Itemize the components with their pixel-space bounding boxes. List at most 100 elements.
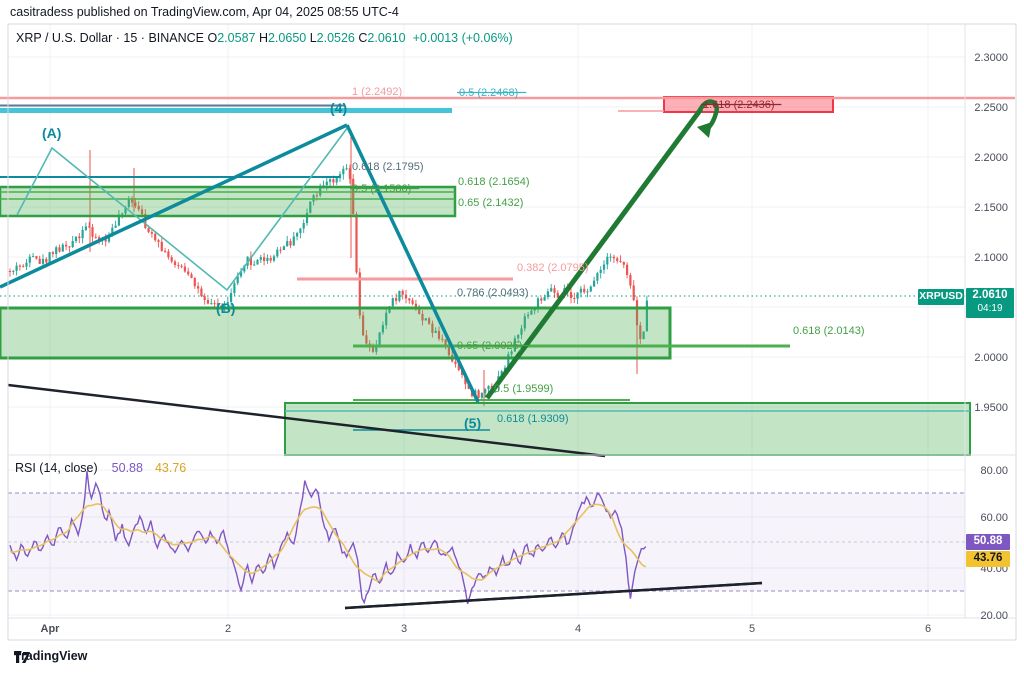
- candle-body: [391, 298, 394, 307]
- candle-body: [121, 213, 124, 215]
- drawing-box: [0, 306, 672, 360]
- tradingview-logo-text: TradingView: [14, 649, 88, 663]
- candle-body: [197, 286, 200, 289]
- price-axis-tick: 2.1000: [974, 252, 1008, 264]
- candle-body: [487, 385, 490, 390]
- candle-body: [583, 288, 586, 293]
- tradingview-logo[interactable]: TradingView: [14, 649, 87, 663]
- candle-body: [8, 271, 12, 272]
- candle-body: [381, 325, 384, 333]
- candle-body: [41, 258, 45, 264]
- candle-body: [553, 288, 556, 293]
- trendline: [7, 383, 606, 458]
- candle-body: [206, 300, 210, 304]
- candle-body: [593, 280, 596, 287]
- candle-body: [322, 185, 325, 187]
- candle-body: [302, 223, 305, 229]
- candle-body: [259, 257, 262, 260]
- candle-body: [345, 168, 348, 170]
- candle-body: [418, 308, 421, 314]
- candle-body: [107, 235, 111, 242]
- rsi-value: 50.88: [111, 461, 143, 475]
- candle-body: [249, 256, 252, 266]
- candle-body: [32, 256, 35, 258]
- candle-body: [342, 168, 345, 175]
- fib-label: 0.618 (2.1795): [352, 161, 424, 173]
- candle-body: [329, 179, 332, 182]
- candle-body: [447, 345, 450, 356]
- fib-label: 0.618 (2.0143): [793, 325, 865, 337]
- time-axis-tick: 4: [575, 623, 581, 635]
- candle-body: [523, 316, 526, 329]
- trendline: [345, 124, 480, 403]
- candle-body: [395, 298, 398, 301]
- publish-credit: casitradess published on TradingView.com…: [10, 5, 399, 19]
- candle-body: [137, 205, 140, 210]
- candle-body: [81, 229, 84, 239]
- time-axis-tick: 2: [225, 623, 231, 635]
- candle-body: [477, 390, 480, 398]
- candle-body: [35, 256, 38, 259]
- candle-body: [150, 232, 153, 234]
- candle-body: [200, 288, 203, 297]
- candle-body: [38, 258, 41, 264]
- candle-body: [71, 241, 74, 248]
- candle-body: [239, 271, 243, 277]
- fib-label: 0.618 (1.9309): [497, 413, 569, 425]
- wave-label: (B): [216, 300, 235, 316]
- price-axis-tick: 2.2500: [974, 102, 1008, 114]
- candle-body: [642, 331, 645, 340]
- bar-countdown: 04:19: [977, 303, 1003, 314]
- candle-body: [286, 241, 289, 247]
- candle-body: [243, 265, 246, 272]
- candle-body: [58, 247, 61, 252]
- candle-body: [358, 272, 361, 316]
- rsi-axis-tick: 20.00: [980, 610, 1008, 622]
- candle-body: [226, 302, 229, 304]
- candle-body: [464, 374, 467, 385]
- candle-body: [609, 256, 612, 258]
- candle-body: [431, 323, 434, 333]
- candle-body: [543, 297, 546, 301]
- candle-body: [596, 273, 599, 281]
- candle-body: [253, 264, 256, 266]
- open-value: 2.0587: [217, 31, 256, 45]
- candle-body: [117, 214, 120, 226]
- candle-body: [586, 291, 589, 293]
- candle-body: [154, 233, 157, 241]
- candle-body: [94, 236, 97, 238]
- candle-body: [434, 330, 437, 333]
- candle-body: [45, 258, 48, 263]
- candle-body: [190, 274, 193, 278]
- candle-body: [421, 313, 424, 321]
- candle-body: [401, 290, 404, 295]
- candle-body: [74, 236, 78, 242]
- symbol-title: XRP / U.S. Dollar · 15 · BINANCE: [16, 31, 205, 45]
- candle-body: [536, 298, 540, 309]
- wave-label: (4): [330, 100, 347, 116]
- candle-body: [626, 264, 629, 275]
- candle-body: [48, 252, 51, 263]
- candle-body: [84, 226, 87, 230]
- candle-body: [216, 303, 219, 306]
- candle-body: [319, 185, 322, 196]
- rsi-axis-tick: 60.00: [980, 512, 1008, 524]
- rsi-axis-tick: 80.00: [980, 465, 1008, 477]
- close-label: C: [358, 31, 368, 45]
- candle-body: [210, 303, 213, 305]
- candle-body: [352, 178, 355, 215]
- candle-body: [424, 318, 427, 321]
- time-axis-tick: Apr: [41, 623, 61, 635]
- candle-body: [616, 258, 619, 261]
- candle-body: [645, 300, 648, 332]
- candle-body: [404, 294, 408, 299]
- candle-body: [236, 276, 239, 284]
- candle-body: [533, 308, 536, 311]
- candle-body: [25, 262, 28, 267]
- fib-label: 0.618 (2.1654): [458, 176, 530, 188]
- candle-body: [114, 225, 117, 228]
- candle-body: [467, 384, 470, 389]
- wave-label: (5): [464, 415, 481, 431]
